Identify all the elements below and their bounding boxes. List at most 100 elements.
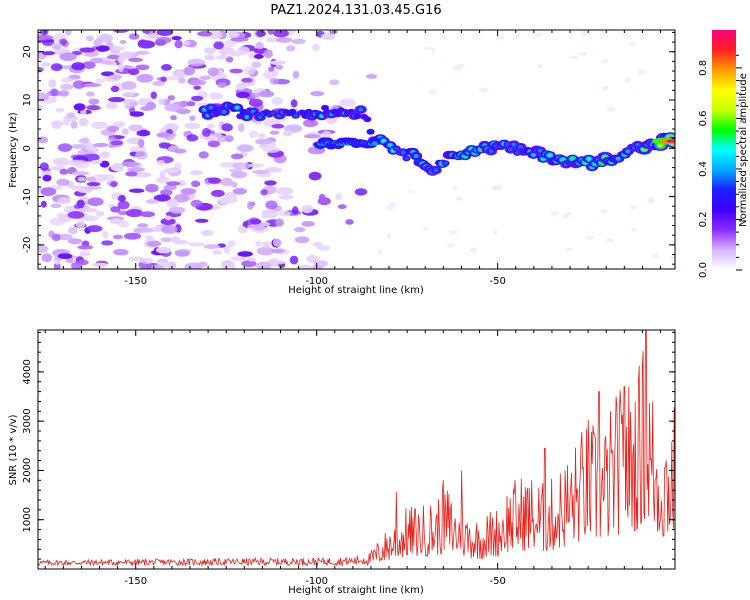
- noise-blob: [636, 68, 647, 75]
- noise-blob: [67, 211, 85, 219]
- noise-blob: [255, 240, 262, 247]
- noise-blob: [566, 211, 572, 217]
- noise-blob: [203, 47, 216, 54]
- y-tick-label: 3000: [22, 408, 33, 433]
- noise-blob: [128, 124, 144, 132]
- noise-blob: [201, 127, 211, 137]
- noise-blob: [319, 194, 326, 201]
- noise-blob: [121, 161, 139, 167]
- noise-blob: [106, 125, 120, 132]
- noise-blob: [183, 41, 191, 46]
- noise-blob: [213, 41, 224, 50]
- noise-blob: [271, 260, 285, 265]
- noise-blob: [110, 101, 118, 109]
- noise-blob: [155, 176, 170, 184]
- noise-blob: [128, 33, 140, 40]
- snr-line: [38, 330, 675, 567]
- noise-blob: [117, 220, 129, 228]
- noise-blob: [585, 235, 595, 240]
- noise-blob: [79, 47, 96, 53]
- noise-blob: [60, 83, 74, 90]
- noise-blob: [125, 171, 138, 177]
- x-tick-label: -150: [124, 576, 147, 587]
- noise-blob: [145, 199, 159, 204]
- noise-blob: [260, 189, 268, 196]
- noise-blob: [112, 234, 124, 240]
- noise-blob: [93, 142, 109, 148]
- noise-blob: [87, 197, 104, 207]
- noise-blob: [248, 130, 259, 138]
- snr-ylabel: SNR (10 * v/v): [8, 414, 19, 485]
- noise-blob: [86, 225, 103, 233]
- spectrogram-axes: -150 -100 -50 20 10 0 -10 -20: [22, 30, 675, 287]
- noise-blob: [39, 162, 49, 171]
- x-tick-label: -50: [489, 576, 505, 587]
- noise-blob: [230, 153, 244, 160]
- noise-blob: [578, 51, 587, 56]
- noise-blob: [207, 140, 221, 148]
- noise-blob: [580, 30, 587, 37]
- noise-blob: [56, 213, 69, 218]
- noise-blob: [152, 225, 163, 233]
- ridge-blob: [394, 146, 400, 151]
- noise-blob: [129, 111, 144, 117]
- noise-blob: [84, 83, 102, 87]
- noise-blob: [98, 174, 115, 181]
- noise-blob: [184, 122, 201, 130]
- noise-blob: [492, 185, 498, 191]
- noise-blob: [156, 30, 173, 36]
- noise-blob: [230, 170, 248, 179]
- spectrogram-xlabel: Height of straight line (km): [288, 285, 424, 296]
- noise-blob: [176, 108, 191, 115]
- noise-blob: [59, 38, 67, 46]
- noise-blob: [160, 76, 167, 83]
- noise-blob: [78, 118, 89, 127]
- noise-blob: [258, 133, 266, 139]
- ridge-blob: [234, 105, 240, 110]
- ridge-blob: [615, 156, 621, 161]
- noise-blob: [624, 77, 631, 83]
- noise-blob: [232, 162, 251, 170]
- ridge-blob: [443, 161, 448, 166]
- x-tick-label: -150: [124, 276, 147, 287]
- noise-blob: [164, 103, 182, 112]
- noise-blob: [248, 163, 265, 168]
- noise-blob: [110, 46, 126, 51]
- noise-blob: [265, 200, 278, 210]
- noise-blob: [320, 33, 335, 41]
- noise-blob: [669, 255, 675, 261]
- noise-blob: [66, 257, 74, 264]
- noise-blob: [310, 90, 325, 97]
- noise-blob: [57, 196, 72, 205]
- noise-blob: [225, 56, 234, 63]
- noise-blob: [189, 170, 203, 176]
- y-tick-label: 4000: [22, 359, 33, 384]
- noise-blob: [71, 62, 85, 71]
- noise-blob: [190, 199, 203, 208]
- noise-blob: [61, 77, 74, 83]
- noise-blob: [140, 106, 154, 111]
- ridge-blob: [400, 150, 406, 155]
- ridge-blob: [371, 141, 378, 146]
- noise-blob: [144, 235, 154, 240]
- noise-blob: [286, 45, 296, 52]
- noise-blob: [189, 115, 196, 121]
- noise-blob: [113, 249, 129, 256]
- spectrogram-ylabel: Frequency (Hz): [8, 112, 19, 188]
- noise-blob: [259, 144, 268, 149]
- noise-blob: [292, 70, 300, 79]
- noise-blob: [265, 37, 278, 43]
- noise-blob: [90, 57, 104, 64]
- noise-blob: [50, 203, 62, 209]
- ridge-blob: [586, 156, 592, 161]
- noise-blob: [228, 32, 240, 38]
- noise-blob: [59, 168, 69, 175]
- noise-blob: [290, 99, 298, 108]
- noise-blob: [241, 77, 253, 83]
- noise-blob: [174, 250, 190, 257]
- ridge-blob: [625, 149, 631, 154]
- noise-blob: [163, 184, 177, 191]
- ridge-blob: [241, 109, 247, 114]
- noise-blob: [155, 36, 172, 44]
